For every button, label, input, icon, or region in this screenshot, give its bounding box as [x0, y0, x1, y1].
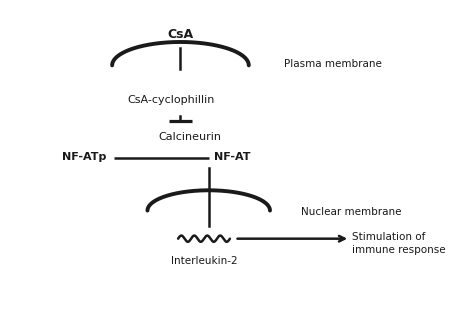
- Text: Stimulation of
immune response: Stimulation of immune response: [353, 232, 446, 255]
- Text: Plasma membrane: Plasma membrane: [284, 59, 382, 69]
- Text: CsA: CsA: [167, 28, 193, 41]
- Text: NF-AT: NF-AT: [214, 152, 251, 163]
- Text: Calcineurin: Calcineurin: [158, 132, 221, 142]
- Text: Interleukin-2: Interleukin-2: [171, 256, 237, 266]
- Text: NF-ATp: NF-ATp: [62, 152, 106, 163]
- Text: Nuclear membrane: Nuclear membrane: [301, 207, 401, 217]
- Text: CsA-cyclophillin: CsA-cyclophillin: [128, 95, 215, 105]
